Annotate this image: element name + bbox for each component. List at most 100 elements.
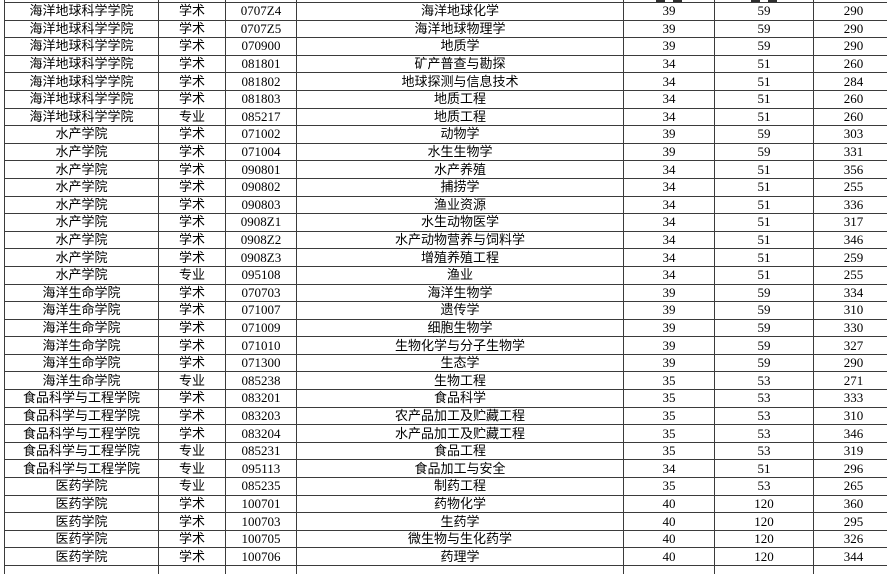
- table-row: 海洋地球科学学院 学术 0707Z4 海洋地球化学 39 59 290: [4, 2, 887, 21]
- table-row: 食品科学与工程学院 学术 083201 食品科学 35 53 333: [4, 389, 887, 408]
- major-code-cell: 083201: [225, 389, 297, 408]
- table-row: 海洋生命学院 学术 071007 遗传学 39 59 310: [4, 301, 887, 320]
- subject-score-2-cell: 59: [714, 318, 814, 338]
- subject-score-1-cell: 40: [623, 529, 715, 549]
- college-cell: 海洋生命学院: [4, 353, 159, 373]
- subject-score-1-cell: 34: [623, 195, 715, 215]
- table-row: 水产学院 学术 071002 动物学 39 59 303: [4, 125, 887, 144]
- admission-score-table: 海洋地球科学学院 学术 0707Z4 海洋地球化学 39 59 290 海洋地球…: [4, 0, 887, 574]
- subject-score-2-cell: 53: [714, 424, 814, 443]
- subject-score-1-cell: 35: [623, 406, 715, 426]
- subject-score-1-cell: 39: [623, 19, 715, 39]
- college-cell: 食品科学与工程学院: [4, 459, 159, 479]
- subject-score-1-cell: 40: [623, 512, 715, 531]
- major-code-cell: 090803: [225, 195, 297, 215]
- major-name-cell: 水产养殖: [296, 160, 624, 179]
- degree-type-cell: 学术: [158, 353, 226, 373]
- table-row: 海洋地球科学学院 学术 081802 地球探测与信息技术 34 51 284: [4, 72, 887, 91]
- major-name-cell: 海洋地球物理学: [296, 19, 624, 39]
- major-name-cell: 食品科学: [296, 389, 624, 408]
- major-code-cell: 0908Z1: [225, 213, 297, 232]
- table-row: 医药学院 学术 100705 微生物与生化药学 40 120 326: [4, 529, 887, 549]
- college-cell: 海洋生命学院: [4, 283, 159, 303]
- total-score-cell: 290: [813, 19, 887, 39]
- college-cell: 水产学院: [4, 142, 159, 162]
- cutoff-cell: [296, 565, 624, 574]
- major-code-cell: 095113: [225, 459, 297, 479]
- college-cell: 海洋地球科学学院: [4, 89, 159, 109]
- cutoff-text-remnant: [768, 0, 777, 2]
- major-code-cell: 090801: [225, 160, 297, 179]
- table-row: 医药学院 学术 100701 药物化学 40 120 360: [4, 494, 887, 514]
- table-row: 海洋地球科学学院 学术 0707Z5 海洋地球物理学 39 59 290: [4, 19, 887, 39]
- college-cell: 水产学院: [4, 230, 159, 250]
- college-cell: 医药学院: [4, 494, 159, 514]
- major-code-cell: 085235: [225, 477, 297, 496]
- subject-score-1-cell: 34: [623, 265, 715, 285]
- table-row: 食品科学与工程学院 学术 083203 农产品加工及贮藏工程 35 53 310: [4, 406, 887, 426]
- total-score-cell: 260: [813, 54, 887, 74]
- subject-score-2-cell: 53: [714, 477, 814, 496]
- subject-score-2-cell: 51: [714, 459, 814, 479]
- table-row: 海洋地球科学学院 学术 070900 地质学 39 59 290: [4, 37, 887, 56]
- college-cell: 水产学院: [4, 195, 159, 215]
- college-cell: 医药学院: [4, 512, 159, 531]
- degree-type-cell: 学术: [158, 512, 226, 531]
- major-code-cell: 0908Z3: [225, 248, 297, 267]
- major-name-cell: 微生物与生化药学: [296, 529, 624, 549]
- subject-score-1-cell: 35: [623, 441, 715, 461]
- table-row: 水产学院 学术 090803 渔业资源 34 51 336: [4, 195, 887, 215]
- total-score-cell: 310: [813, 301, 887, 320]
- major-name-cell: 药物化学: [296, 494, 624, 514]
- major-name-cell: 细胞生物学: [296, 318, 624, 338]
- major-code-cell: 083204: [225, 424, 297, 443]
- subject-score-2-cell: 120: [714, 512, 814, 531]
- degree-type-cell: 学术: [158, 125, 226, 144]
- subject-score-2-cell: 51: [714, 265, 814, 285]
- college-cell: 海洋地球科学学院: [4, 72, 159, 91]
- degree-type-cell: 学术: [158, 389, 226, 408]
- total-score-cell: 310: [813, 406, 887, 426]
- major-code-cell: 070900: [225, 37, 297, 56]
- table-row: 海洋生命学院 学术 071009 细胞生物学 39 59 330: [4, 318, 887, 338]
- subject-score-1-cell: 35: [623, 477, 715, 496]
- subject-score-1-cell: 34: [623, 230, 715, 250]
- total-score-cell: 295: [813, 512, 887, 531]
- total-score-cell: 333: [813, 389, 887, 408]
- subject-score-2-cell: 51: [714, 107, 814, 127]
- subject-score-2-cell: 51: [714, 230, 814, 250]
- cutoff-text-remnant: [656, 0, 665, 2]
- college-cell: 海洋地球科学学院: [4, 37, 159, 56]
- major-name-cell: 地球探测与信息技术: [296, 72, 624, 91]
- major-name-cell: 水生生物学: [296, 142, 624, 162]
- cutoff-cell: [4, 565, 159, 574]
- table-row: 食品科学与工程学院 学术 083204 水产品加工及贮藏工程 35 53 346: [4, 424, 887, 443]
- college-cell: 食品科学与工程学院: [4, 424, 159, 443]
- major-name-cell: 矿产普查与勘探: [296, 54, 624, 74]
- degree-type-cell: 专业: [158, 371, 226, 391]
- degree-type-cell: 学术: [158, 494, 226, 514]
- degree-type-cell: 学术: [158, 37, 226, 56]
- subject-score-1-cell: 34: [623, 54, 715, 74]
- major-name-cell: 生药学: [296, 512, 624, 531]
- total-score-cell: 330: [813, 318, 887, 338]
- college-cell: 水产学院: [4, 213, 159, 232]
- college-cell: 海洋地球科学学院: [4, 107, 159, 127]
- total-score-cell: 290: [813, 2, 887, 21]
- major-code-cell: 0908Z2: [225, 230, 297, 250]
- major-code-cell: 081801: [225, 54, 297, 74]
- degree-type-cell: 专业: [158, 459, 226, 479]
- total-score-cell: 259: [813, 248, 887, 267]
- college-cell: 食品科学与工程学院: [4, 389, 159, 408]
- table-row: 水产学院 学术 090802 捕捞学 34 51 255: [4, 177, 887, 197]
- degree-type-cell: 学术: [158, 248, 226, 267]
- degree-type-cell: 学术: [158, 230, 226, 250]
- subject-score-2-cell: 59: [714, 336, 814, 355]
- subject-score-1-cell: 39: [623, 318, 715, 338]
- subject-score-2-cell: 59: [714, 19, 814, 39]
- subject-score-2-cell: 53: [714, 371, 814, 391]
- college-cell: 食品科学与工程学院: [4, 406, 159, 426]
- total-score-cell: 356: [813, 160, 887, 179]
- table-row: 食品科学与工程学院 专业 095113 食品加工与安全 34 51 296: [4, 459, 887, 479]
